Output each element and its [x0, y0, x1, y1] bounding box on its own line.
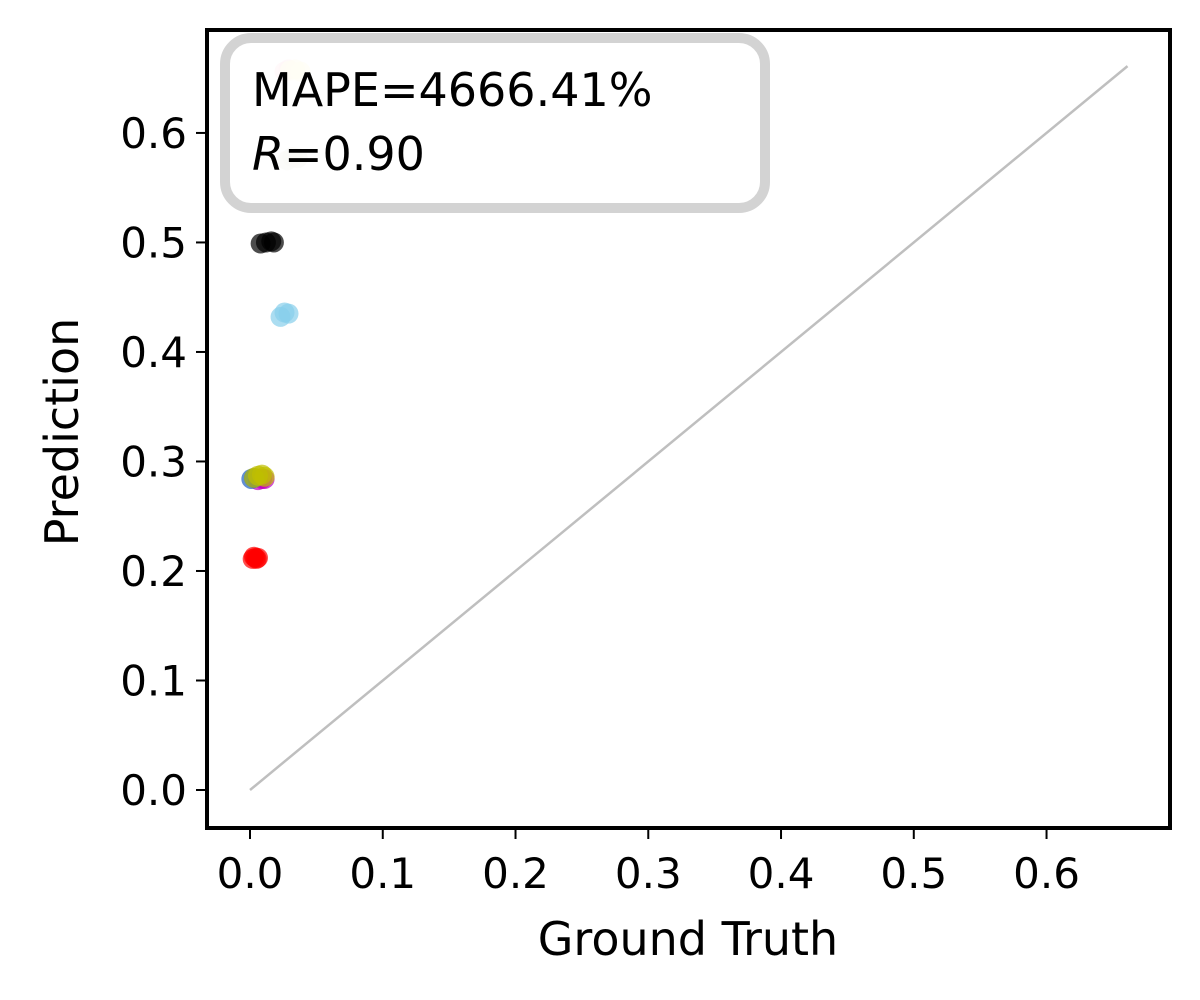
x-tick-label: 0.2: [482, 849, 549, 898]
y-axis-label: Prediction: [35, 318, 89, 547]
y-tick-label: 0.6: [120, 109, 187, 158]
y-tick-label: 0.1: [120, 656, 187, 705]
y-tick-label: 0.3: [120, 437, 187, 486]
x-tick-label: 0.3: [615, 849, 682, 898]
x-tick-label: 0.0: [217, 849, 284, 898]
x-tick-label: 0.4: [748, 849, 815, 898]
y-tick-label: 0.0: [120, 766, 187, 815]
y-tick-label: 0.2: [120, 547, 187, 596]
x-tick-label: 0.1: [349, 849, 416, 898]
plot-frame: [205, 28, 1172, 830]
r-symbol: R: [252, 127, 284, 181]
point: [254, 466, 275, 487]
reference-line: [249, 65, 1129, 791]
x-axis-label: Ground Truth: [538, 912, 838, 966]
point: [278, 303, 299, 324]
annotation-mape: MAPE=4666.41%: [252, 63, 652, 117]
annotation-box: [220, 33, 770, 213]
y-tick-label: 0.5: [120, 218, 187, 267]
point: [263, 232, 284, 253]
r-value: =0.90: [284, 127, 425, 181]
point: [246, 548, 267, 569]
x-tick-label: 0.6: [1013, 849, 1080, 898]
x-tick-label: 0.5: [880, 849, 947, 898]
y-tick-label: 0.4: [120, 328, 187, 377]
annotation-r: R=0.90: [252, 127, 425, 181]
